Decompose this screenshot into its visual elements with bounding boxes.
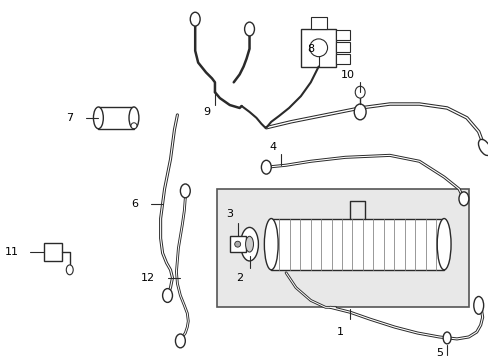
Text: 7: 7 [66, 113, 74, 123]
Ellipse shape [240, 228, 258, 261]
Ellipse shape [163, 289, 172, 302]
Ellipse shape [129, 107, 139, 129]
Ellipse shape [93, 107, 103, 129]
Ellipse shape [234, 241, 240, 247]
Ellipse shape [309, 39, 327, 57]
Ellipse shape [190, 12, 200, 26]
Text: 4: 4 [269, 143, 276, 152]
Ellipse shape [354, 86, 365, 98]
Ellipse shape [180, 184, 190, 198]
Polygon shape [44, 243, 61, 261]
Ellipse shape [473, 297, 483, 314]
Text: 6: 6 [131, 199, 138, 209]
Text: 3: 3 [226, 208, 233, 219]
Text: 10: 10 [341, 71, 355, 80]
Text: 2: 2 [236, 273, 243, 283]
Text: 1: 1 [336, 327, 343, 337]
Ellipse shape [353, 104, 366, 120]
Polygon shape [229, 236, 245, 252]
Ellipse shape [264, 219, 278, 270]
Polygon shape [310, 17, 326, 29]
Ellipse shape [261, 160, 271, 174]
Ellipse shape [442, 332, 450, 344]
Ellipse shape [436, 219, 450, 270]
Text: 9: 9 [203, 107, 210, 117]
Text: 5: 5 [435, 348, 442, 358]
Text: 8: 8 [306, 44, 314, 54]
Text: 11: 11 [4, 247, 19, 257]
Ellipse shape [66, 265, 73, 275]
Polygon shape [336, 30, 349, 40]
Ellipse shape [131, 123, 137, 129]
Polygon shape [271, 219, 443, 270]
Ellipse shape [175, 334, 185, 348]
Polygon shape [336, 42, 349, 52]
Ellipse shape [245, 236, 253, 252]
Polygon shape [300, 29, 336, 67]
Polygon shape [336, 54, 349, 64]
Polygon shape [98, 107, 134, 129]
Bar [217, 189, 468, 307]
Ellipse shape [244, 22, 254, 36]
Ellipse shape [477, 139, 488, 156]
Ellipse shape [458, 192, 468, 206]
Text: 12: 12 [140, 273, 154, 283]
